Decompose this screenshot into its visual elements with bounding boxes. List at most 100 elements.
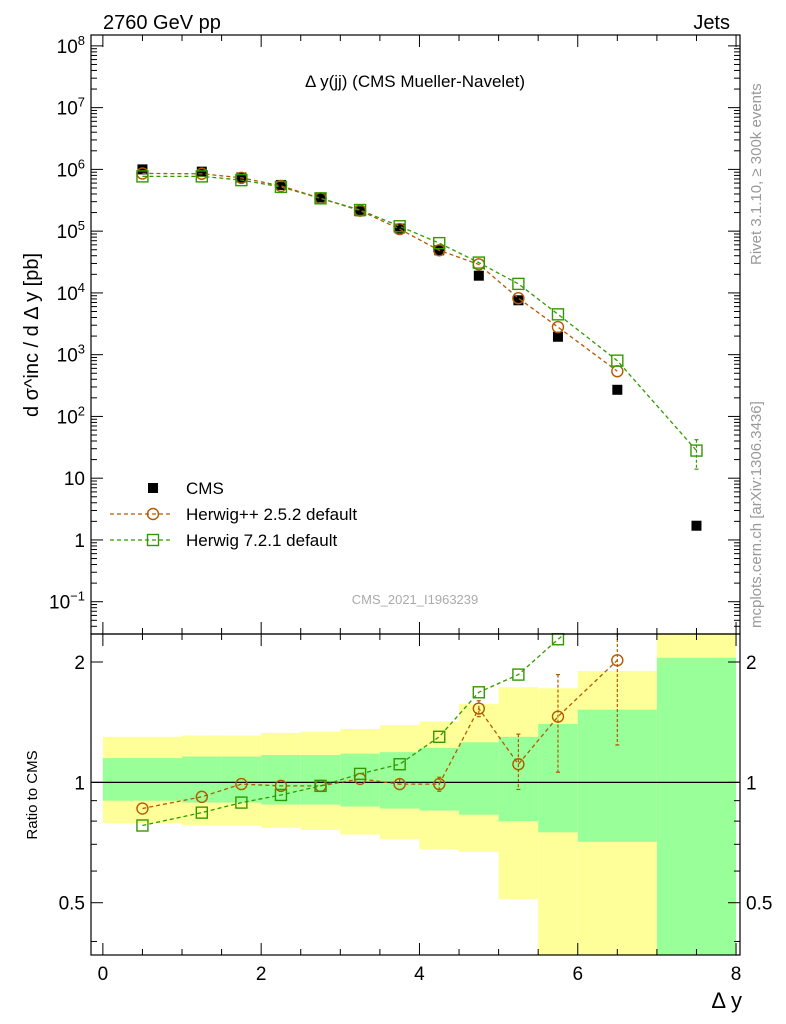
- ratio-herwig-7-2-1-default-data-point: [314, 779, 327, 793]
- ratio-herwig-7-2-1-default-data-point: [393, 758, 406, 771]
- cms-data-point: [552, 331, 563, 342]
- cms-data-point: [137, 164, 148, 175]
- ratio-y-tick-label-left: 2: [74, 653, 85, 674]
- herwig-2-5-2-default-data-point: [551, 320, 565, 334]
- ratio-herwig-2-5-2-default-data-point: [393, 777, 406, 791]
- cms-data-point: [355, 206, 366, 217]
- x-tick-label: 2: [256, 964, 267, 985]
- main-y-tick-label: 107: [57, 95, 85, 120]
- legend-label: CMS: [186, 479, 224, 498]
- mcplots-label: mcplots.cern.ch [arXiv:1306.3436]: [748, 401, 765, 628]
- plot-title: Δ y(jj) (CMS Mueller-Navelet): [305, 72, 525, 91]
- stat-uncertainty-band: [459, 742, 499, 815]
- ratio-herwig-2-5-2-default-data-point: [274, 779, 288, 793]
- ratio-herwig-7-2-1-default-data-point: [433, 730, 446, 744]
- cms-data-point: [275, 179, 286, 190]
- herwig-7-2-1-default-data-point: [551, 308, 565, 321]
- rivet-label: Rivet 3.1.10, ≥ 300k events: [748, 83, 765, 265]
- ratio-herwig-7-2-1-default-data-point: [235, 796, 248, 809]
- legend-label: Herwig++ 2.5.2 default: [186, 505, 357, 524]
- main-y-tick-label: 103: [57, 342, 85, 367]
- ratio-panel-series: [136, 633, 624, 832]
- legend-marker: [146, 507, 160, 521]
- header-right: Jets: [693, 12, 730, 34]
- ratio-herwig-2-5-2-default-series-line: [142, 659, 618, 810]
- ratio-uncertainty-bands: [91, 634, 740, 955]
- stat-uncertainty-band: [656, 657, 737, 955]
- herwig-7-2-1-default-data-point: [611, 354, 624, 367]
- herwig-7-2-1-default-data-point: [353, 203, 367, 217]
- herwig-7-2-1-default-data-point: [314, 192, 327, 205]
- herwig-7-2-1-default-data-point: [136, 170, 149, 183]
- legend-marker: [146, 533, 160, 547]
- ratio-y-tick-label-left: 0.5: [59, 894, 85, 915]
- ratio-herwig-2-5-2-default-data-point: [433, 777, 446, 791]
- herwig-7-2-1-default-series-line: [142, 175, 697, 452]
- ratio-herwig-7-2-1-default-data-point: [472, 686, 486, 699]
- main-y-tick-label: 104: [57, 280, 85, 305]
- herwig-7-2-1-default-data-point: [393, 220, 406, 233]
- legend-marker: [148, 483, 158, 493]
- herwig-7-2-1-default-data-point: [195, 170, 209, 183]
- ratio-y-axis-label: Ratio to CMS: [24, 750, 41, 839]
- herwig-7-2-1-default-data-point: [472, 256, 486, 269]
- herwig-2-5-2-default-data-point: [433, 244, 446, 257]
- ratio-herwig-7-2-1-default-data-point: [512, 668, 525, 681]
- ratio-y-tick-labels: 0.5 0.5 1 1 2 2: [59, 653, 773, 915]
- cms-data-point: [394, 223, 405, 234]
- stat-uncertainty-band: [102, 758, 183, 801]
- ratio-herwig-2-5-2-default-data-point: [195, 790, 209, 804]
- header-left: 2760 GeV pp: [103, 12, 221, 34]
- legend-label: Herwig 7.2.1 default: [186, 531, 337, 550]
- cms-data-point: [513, 295, 524, 306]
- cms-data-point: [473, 270, 484, 281]
- ratio-y-tick-label-right: 0.5: [746, 894, 772, 915]
- watermark: CMS_2021_I1963239: [352, 592, 479, 607]
- main-panel-series: [136, 164, 703, 531]
- main-y-tick-label: 10: [64, 469, 85, 490]
- main-y-axis-label: d σ^inc / d Δ y [pb]: [21, 253, 43, 417]
- ratio-herwig-7-2-1-default-data-point: [136, 819, 149, 832]
- herwig-7-2-1-default-data-point: [274, 180, 288, 194]
- herwig-2-5-2-default-data-point: [512, 292, 525, 305]
- herwig-2-5-2-default-data-point: [611, 364, 624, 378]
- ratio-frame: [90, 633, 741, 956]
- ratio-y-tick-label-right: 2: [746, 653, 757, 674]
- x-tick-label: 0: [98, 964, 109, 985]
- main-y-tick-label: 1: [74, 531, 85, 552]
- herwig-7-2-1-default-data-point: [433, 236, 446, 250]
- x-tick-labels: 0 2 4 6 8: [98, 964, 742, 985]
- cms-data-point: [196, 166, 207, 177]
- ratio-y-tick-label-left: 1: [74, 773, 85, 794]
- main-y-tick-label: 102: [57, 403, 85, 428]
- ratio-herwig-2-5-2-default-data-point: [611, 654, 624, 667]
- cms-data-point: [315, 192, 326, 203]
- herwig-7-2-1-default-data-point: [235, 173, 248, 187]
- axes: [90, 34, 741, 956]
- main-y-tick-label: 105: [57, 218, 85, 243]
- ratio-y-tick-label-right: 1: [746, 773, 757, 794]
- ratio-herwig-7-2-1-default-data-point: [353, 767, 367, 781]
- ratio-herwig-2-5-2-default-data-point: [235, 777, 248, 791]
- herwig-2-5-2-default-series-line: [142, 172, 618, 372]
- cms-data-point: [691, 520, 702, 531]
- herwig-7-2-1-default-data-point: [512, 277, 525, 291]
- herwig-7-2-1-default-data-point: [690, 444, 703, 457]
- x-axis-label: Δ y: [711, 988, 742, 1013]
- x-tick-label: 6: [572, 964, 583, 985]
- main-y-tick-label: 106: [57, 156, 85, 181]
- ratio-herwig-2-5-2-default-data-point: [136, 802, 149, 815]
- legend: CMS Herwig++ 2.5.2 default Herwig 7.2.1 de…: [110, 479, 357, 550]
- ratio-herwig-7-2-1-default-data-point: [274, 788, 288, 802]
- x-tick-label: 8: [731, 964, 742, 985]
- ratio-herwig-2-5-2-default-data-point: [551, 710, 565, 723]
- cms-data-point: [612, 384, 623, 395]
- ratio-herwig-7-2-1-default-series-line: [142, 634, 566, 827]
- main-y-tick-label: 108: [57, 33, 85, 58]
- ratio-herwig-2-5-2-default-data-point: [472, 702, 486, 715]
- ratio-herwig-2-5-2-default-data-point: [512, 758, 525, 771]
- stat-uncertainty-band: [182, 756, 222, 803]
- ratio-herwig-7-2-1-default-data-point: [195, 806, 209, 819]
- x-tick-label: 4: [414, 964, 425, 985]
